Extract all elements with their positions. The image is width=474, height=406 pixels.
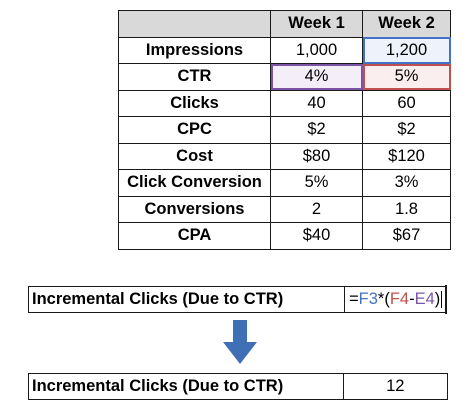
formula-row-label[interactable]: Incremental Clicks (Due to CTR) (29, 287, 345, 312)
formula-operator-minus: - (409, 290, 415, 308)
table-row: CPC $2 $2 (118, 116, 451, 144)
formula-cell-editing[interactable]: = F3 *(F4- E4) (345, 285, 447, 314)
formula-ref-f3: F3 (358, 290, 378, 308)
row-label-cost[interactable]: Cost (118, 142, 271, 170)
cell-impressions-week2[interactable]: 1,200 (362, 36, 451, 64)
cell-cpa-week2[interactable]: $67 (362, 222, 451, 250)
row-label-click-conversion[interactable]: Click Conversion (118, 169, 271, 197)
table-row: CPA $40 $67 (118, 222, 451, 250)
table-row: Cost $80 $120 (118, 142, 451, 170)
cell-ctr-week1[interactable]: 4% (270, 63, 363, 91)
result-row: Incremental Clicks (Due to CTR) 12 (28, 373, 448, 400)
row-label-cpa[interactable]: CPA (118, 222, 271, 250)
result-value-cell[interactable]: 12 (386, 377, 405, 395)
table-row: CTR 4% 5% (118, 63, 451, 91)
formula-operator-multiply: *( (377, 290, 390, 308)
cell-conversions-week1[interactable]: 2 (270, 195, 363, 223)
table-header-row: Week 1 Week 2 (118, 10, 451, 38)
result-row-label[interactable]: Incremental Clicks (Due to CTR) (29, 374, 344, 399)
header-week-2[interactable]: Week 2 (362, 10, 451, 38)
cell-cpc-week2[interactable]: $2 (362, 116, 451, 144)
cell-clicks-week2[interactable]: 60 (362, 89, 451, 117)
header-week-1[interactable]: Week 1 (270, 10, 363, 38)
formula-equals: = (349, 290, 359, 308)
table-row: Click Conversion 5% 3% (118, 169, 451, 197)
table-row: Impressions 1,000 1,200 (118, 36, 451, 64)
metrics-table: Week 1 Week 2 Impressions 1,000 1,200 CT… (118, 10, 451, 250)
row-label-impressions[interactable]: Impressions (118, 36, 271, 64)
formula-ref-f4: F4 (389, 290, 410, 308)
row-label-cpc[interactable]: CPC (118, 116, 271, 144)
row-label-conversions[interactable]: Conversions (118, 195, 271, 223)
cell-click-conversion-week1[interactable]: 5% (270, 169, 363, 197)
formula-ref-e4: E4 (414, 290, 435, 308)
header-corner-cell[interactable] (118, 10, 271, 38)
text-caret (441, 291, 443, 308)
arrow-down-icon (223, 320, 257, 364)
cell-ctr-week2[interactable]: 5% (362, 63, 451, 91)
edit-cell-frame (437, 285, 447, 314)
formula-close-paren: ) (434, 290, 441, 308)
cell-click-conversion-week2[interactable]: 3% (362, 169, 451, 197)
cell-clicks-week1[interactable]: 40 (270, 89, 363, 117)
cell-cpa-week1[interactable]: $40 (270, 222, 363, 250)
cell-cost-week1[interactable]: $80 (270, 142, 363, 170)
row-label-clicks[interactable]: Clicks (118, 89, 271, 117)
table-row: Conversions 2 1.8 (118, 195, 451, 223)
cell-conversions-week2[interactable]: 1.8 (362, 195, 451, 223)
table-row: Clicks 40 60 (118, 89, 451, 117)
row-label-ctr[interactable]: CTR (118, 63, 271, 91)
cell-cpc-week1[interactable]: $2 (270, 116, 363, 144)
formula-row: Incremental Clicks (Due to CTR) = F3 *(F4-… (28, 285, 447, 314)
cell-impressions-week1[interactable]: 1,000 (270, 36, 363, 64)
cell-cost-week2[interactable]: $120 (362, 142, 451, 170)
